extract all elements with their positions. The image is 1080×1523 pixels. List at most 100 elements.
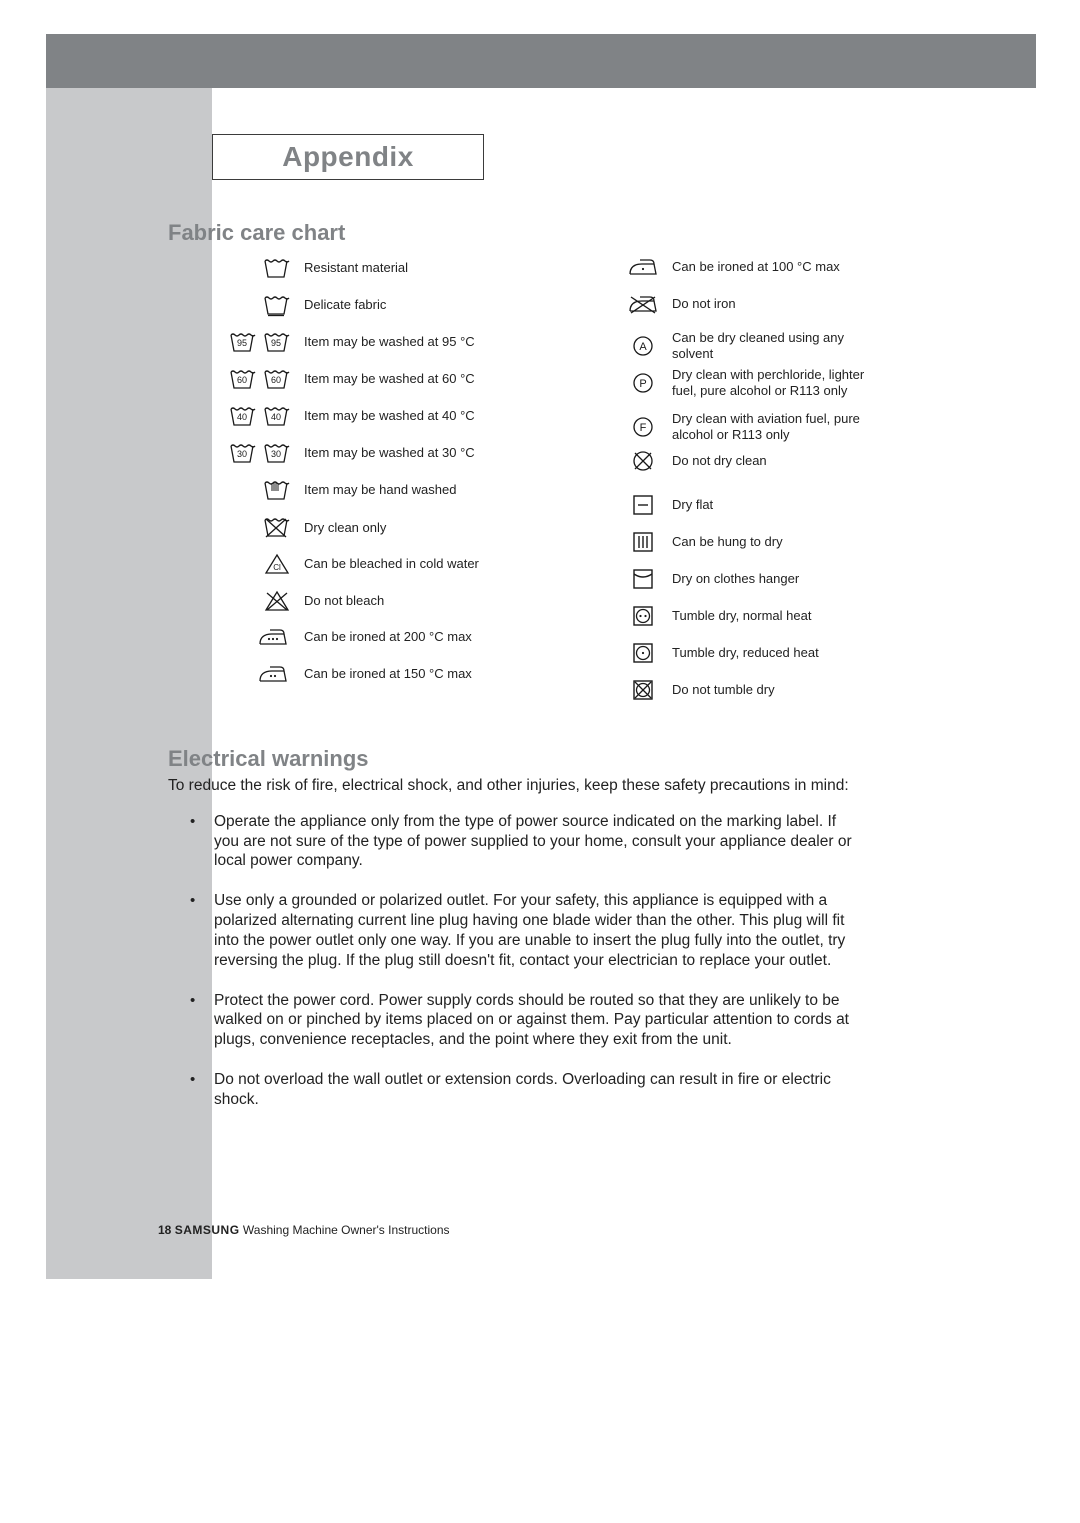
fabric-label: Resistant material (290, 260, 408, 276)
tub_x-icon (218, 515, 290, 541)
fabric-label: Dry on clothes hanger (658, 571, 799, 587)
sq_cx-icon (628, 679, 658, 701)
circle_P-icon: P (628, 372, 658, 394)
circle_F-icon: F (628, 416, 658, 438)
warning-item: Do not overload the wall outlet or exten… (190, 1070, 858, 1110)
warnings-list: Operate the appliance only from the type… (168, 812, 858, 1110)
fabric-row: Do not tumble dry (628, 679, 775, 701)
iron_3-icon (218, 626, 290, 648)
page-title-box: Appendix (212, 134, 484, 180)
heading-fabric-care: Fabric care chart (168, 220, 345, 246)
sq_dash-icon (628, 494, 658, 516)
fabric-label: Can be hung to dry (658, 534, 783, 550)
svg-text:95: 95 (271, 338, 281, 348)
triangle_cl-icon: Cl (218, 552, 290, 576)
fabric-row: 95 95Item may be washed at 95 °C (218, 330, 475, 354)
svg-text:40: 40 (271, 412, 281, 422)
warnings-body: To reduce the risk of fire, electrical s… (168, 776, 858, 1130)
fabric-label: Item may be washed at 95 °C (290, 334, 475, 350)
iron_1-icon (628, 256, 658, 278)
sq_bars-icon (628, 531, 658, 553)
fabric-row: 60 60Item may be washed at 60 °C (218, 367, 475, 391)
tub_40-icon: 40 40 (218, 404, 290, 428)
fabric-row: F Dry clean with aviation fuel, pure alco… (628, 411, 878, 444)
fabric-label: Do not iron (658, 296, 736, 312)
fabric-row: Dry flat (628, 494, 713, 516)
fabric-row: Dry clean only (218, 515, 386, 541)
fabric-row: 30 30Item may be washed at 30 °C (218, 441, 475, 465)
fabric-label: Dry clean with perchloride, lighter fuel… (658, 367, 878, 400)
warning-item: Operate the appliance only from the type… (190, 812, 858, 871)
fabric-label: Item may be washed at 30 °C (290, 445, 475, 461)
fabric-row: Do not iron (628, 293, 736, 315)
sq_c2-icon (628, 605, 658, 627)
tub_hand-icon (218, 478, 290, 502)
tub_30-icon: 30 30 (218, 441, 290, 465)
fabric-label: Dry flat (658, 497, 713, 513)
fabric-label: Item may be washed at 60 °C (290, 371, 475, 387)
fabric-row: Do not bleach (218, 589, 384, 613)
fabric-row: 40 40Item may be washed at 40 °C (218, 404, 475, 428)
fabric-label: Dry clean only (290, 520, 386, 536)
topbar-block (46, 34, 1036, 88)
fabric-row: Dry on clothes hanger (628, 568, 799, 590)
fabric-label: Item may be hand washed (290, 482, 456, 498)
fabric-row: Tumble dry, normal heat (628, 605, 811, 627)
fabric-label: Do not dry clean (658, 453, 767, 469)
fabric-row: Delicate fabric (218, 293, 386, 317)
svg-text:95: 95 (237, 338, 247, 348)
fabric-label: Can be ironed at 100 °C max (658, 259, 840, 275)
fabric-label: Tumble dry, normal heat (658, 608, 811, 624)
footer: 18 SAMSUNG Washing Machine Owner's Instr… (158, 1223, 450, 1237)
fabric-row: Do not dry clean (628, 450, 767, 472)
fabric-row: Can be ironed at 100 °C max (628, 256, 840, 278)
fabric-row: Item may be hand washed (218, 478, 456, 502)
fabric-label: Do not tumble dry (658, 682, 775, 698)
fabric-label: Can be bleached in cold water (290, 556, 479, 572)
fabric-row: Can be ironed at 200 °C max (218, 626, 472, 648)
page-title: Appendix (282, 141, 414, 173)
iron_x-icon (628, 293, 658, 315)
page: Appendix Fabric care chart Resistant mat… (0, 0, 1080, 1523)
fabric-row: P Dry clean with perchloride, lighter fue… (628, 367, 878, 400)
tub_60-icon: 60 60 (218, 367, 290, 391)
fabric-row: Tumble dry, reduced heat (628, 642, 819, 664)
fabric-label: Can be ironed at 200 °C max (290, 629, 472, 645)
fabric-label: Can be ironed at 150 °C max (290, 666, 472, 682)
tub-icon (218, 256, 290, 280)
fabric-row: Can be ironed at 150 °C max (218, 663, 472, 685)
fabric-label: Can be dry cleaned using any solvent (658, 330, 878, 363)
svg-text:Cl: Cl (273, 563, 281, 572)
fabric-label: Do not bleach (290, 593, 384, 609)
svg-text:60: 60 (237, 375, 247, 385)
heading-electrical-warnings: Electrical warnings (168, 746, 369, 772)
brand-name: SAMSUNG (175, 1223, 240, 1237)
svg-text:30: 30 (237, 449, 247, 459)
warning-item: Use only a grounded or polarized outlet.… (190, 891, 858, 970)
sq_c1-icon (628, 642, 658, 664)
fabric-row: A Can be dry cleaned using any solvent (628, 330, 878, 363)
svg-text:F: F (640, 422, 647, 434)
svg-text:A: A (639, 341, 647, 353)
fabric-label: Item may be washed at 40 °C (290, 408, 475, 424)
triangle_x-icon (218, 589, 290, 613)
svg-text:30: 30 (271, 449, 281, 459)
warnings-intro: To reduce the risk of fire, electrical s… (168, 776, 858, 796)
sidebar-inner-block (46, 88, 80, 1279)
fabric-row: Can be hung to dry (628, 531, 783, 553)
svg-text:40: 40 (237, 412, 247, 422)
fabric-row: Cl Can be bleached in cold water (218, 552, 479, 576)
iron_2-icon (218, 663, 290, 685)
tub_bar-icon (218, 293, 290, 317)
sq_arc-icon (628, 568, 658, 590)
svg-text:P: P (639, 378, 646, 390)
fabric-row: Resistant material (218, 256, 408, 280)
fabric-label: Delicate fabric (290, 297, 386, 313)
page-number: 18 (158, 1223, 171, 1237)
footer-tail: Washing Machine Owner's Instructions (243, 1223, 450, 1237)
fabric-label: Tumble dry, reduced heat (658, 645, 819, 661)
warning-item: Protect the power cord. Power supply cor… (190, 991, 858, 1050)
fabric-label: Dry clean with aviation fuel, pure alcoh… (658, 411, 878, 444)
tub_95-icon: 95 95 (218, 330, 290, 354)
circle_A-icon: A (628, 335, 658, 357)
